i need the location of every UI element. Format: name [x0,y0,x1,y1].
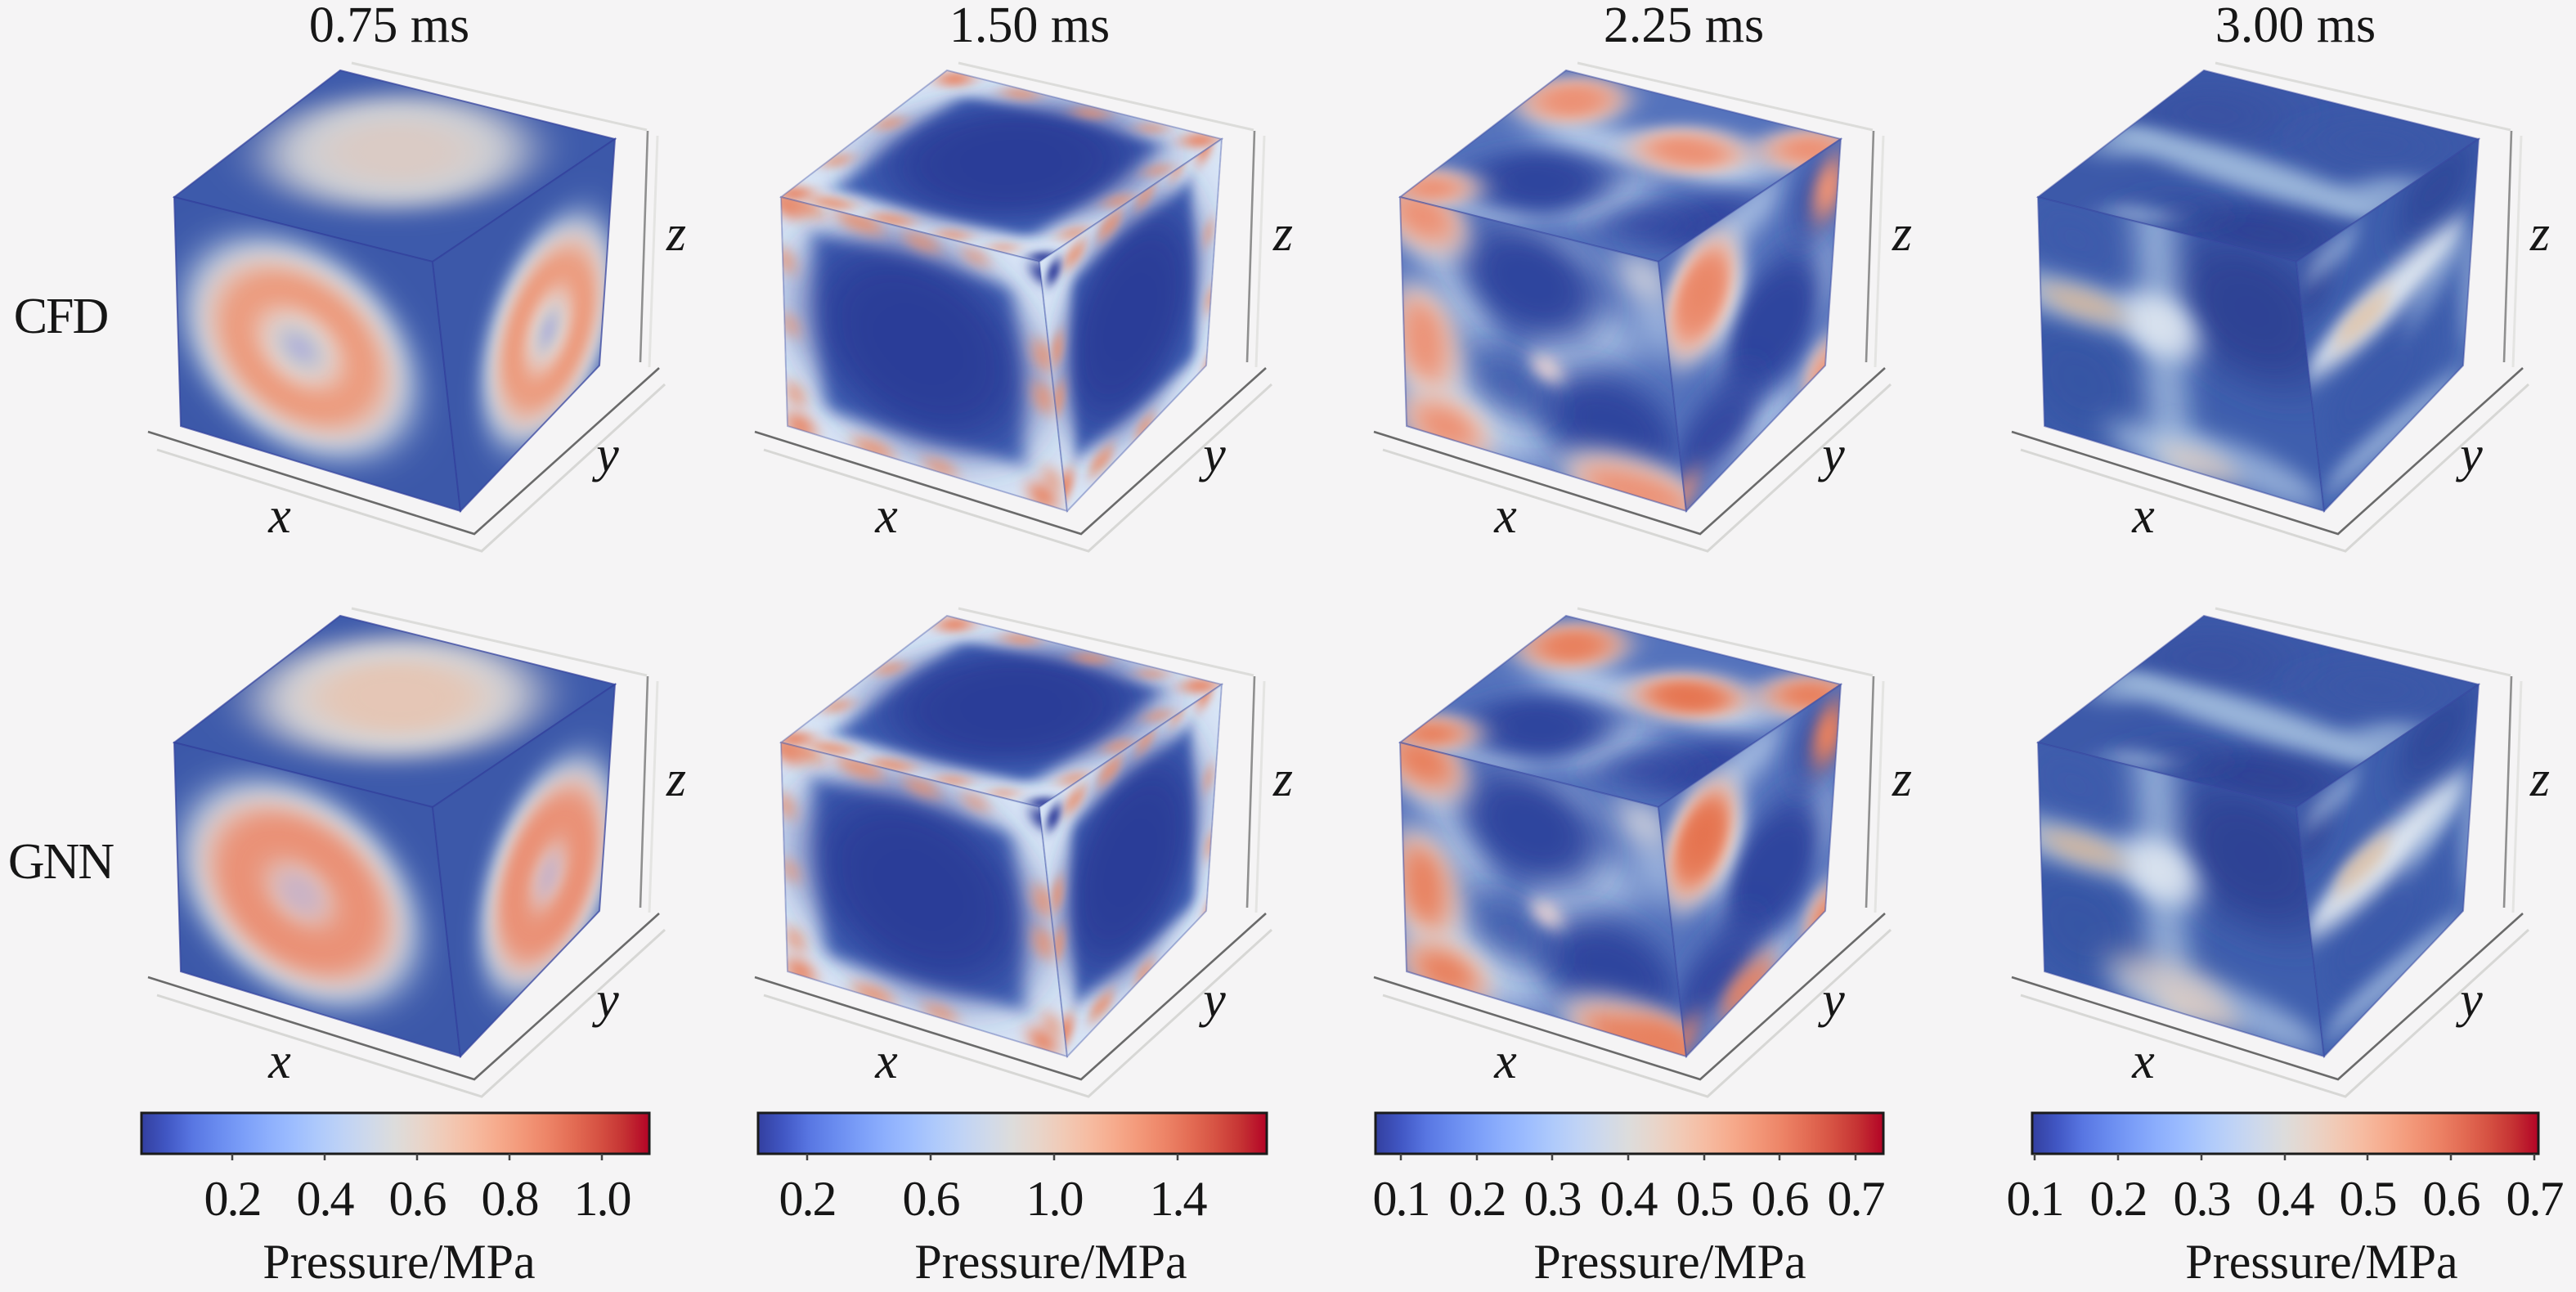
svg-text:z: z [2529,751,2550,807]
svg-text:0.6: 0.6 [903,1172,960,1226]
svg-text:0.8: 0.8 [482,1172,538,1226]
svg-text:y: y [2455,972,2483,1028]
svg-text:0.4: 0.4 [1600,1172,1658,1226]
svg-text:0.75 ms: 0.75 ms [309,0,469,53]
svg-text:x: x [267,488,291,544]
svg-text:1.4: 1.4 [1150,1172,1208,1226]
svg-text:Pressure/MPa: Pressure/MPa [914,1235,1187,1288]
svg-text:0.6: 0.6 [389,1172,447,1226]
svg-text:0.7: 0.7 [1828,1172,1885,1226]
svg-text:3.00 ms: 3.00 ms [2215,0,2376,53]
svg-text:0.2: 0.2 [779,1172,836,1226]
svg-text:0.3: 0.3 [1524,1172,1581,1226]
svg-text:z: z [1892,751,1912,807]
svg-text:Pressure/MPa: Pressure/MPa [263,1235,535,1288]
svg-text:x: x [2131,488,2155,544]
svg-text:0.4: 0.4 [297,1172,355,1226]
svg-text:0.4: 0.4 [2257,1172,2315,1226]
svg-text:0.7: 0.7 [2506,1172,2564,1226]
svg-text:Pressure/MPa: Pressure/MPa [1533,1235,1806,1288]
svg-text:Pressure/MPa: Pressure/MPa [2185,1235,2457,1288]
svg-text:x: x [267,1034,291,1089]
svg-text:2.25 ms: 2.25 ms [1604,0,1764,53]
svg-text:z: z [1272,206,1293,262]
svg-text:0.2: 0.2 [204,1172,261,1226]
svg-text:0.1: 0.1 [1373,1172,1429,1226]
svg-text:x: x [874,1034,898,1089]
svg-text:y: y [2455,427,2483,482]
svg-text:z: z [666,751,686,807]
svg-text:y: y [1817,972,1845,1028]
svg-text:1.0: 1.0 [1026,1172,1083,1226]
svg-text:z: z [1892,206,1912,262]
svg-text:z: z [1272,751,1293,807]
svg-text:1.0: 1.0 [574,1172,631,1226]
svg-text:0.5: 0.5 [2340,1172,2396,1226]
svg-text:y: y [1198,427,1226,482]
svg-text:0.6: 0.6 [1752,1172,1809,1226]
svg-text:1.50 ms: 1.50 ms [949,0,1110,53]
svg-text:y: y [591,427,619,482]
svg-text:CFD: CFD [14,289,108,344]
svg-text:GNN: GNN [8,834,114,890]
svg-text:y: y [1817,427,1845,482]
svg-text:0.2: 0.2 [1449,1172,1506,1226]
svg-text:z: z [666,206,686,262]
svg-text:0.2: 0.2 [2090,1172,2147,1226]
svg-text:0.6: 0.6 [2423,1172,2480,1226]
svg-text:z: z [2529,206,2550,262]
svg-text:x: x [2131,1034,2155,1089]
svg-text:y: y [1198,972,1226,1028]
svg-text:0.5: 0.5 [1676,1172,1733,1226]
svg-text:0.3: 0.3 [2174,1172,2230,1226]
svg-text:x: x [874,488,898,544]
svg-text:x: x [1493,1034,1517,1089]
svg-text:y: y [591,972,619,1028]
svg-text:x: x [1493,488,1517,544]
svg-text:0.1: 0.1 [2007,1172,2063,1226]
